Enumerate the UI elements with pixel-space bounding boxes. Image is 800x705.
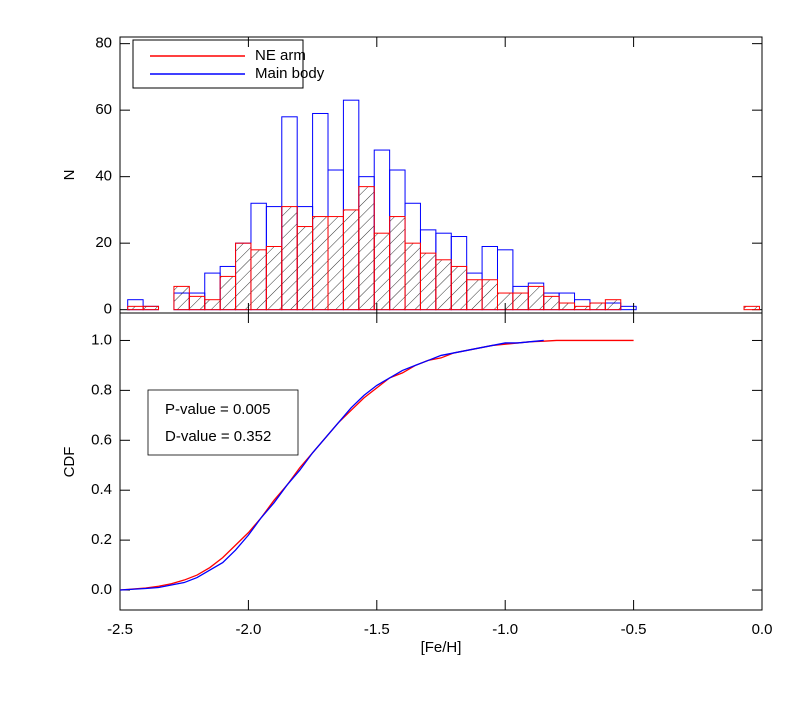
y-tick-label: 0.4 — [91, 481, 112, 498]
cdf-line — [119, 339, 634, 591]
y-tick-label: 1.0 — [91, 331, 112, 348]
x-tick-label: 0.0 — [752, 621, 773, 638]
histogram-bar — [450, 265, 468, 311]
histogram-bar — [574, 305, 591, 311]
histogram-bar — [466, 279, 483, 311]
y-tick-label: 0 — [104, 301, 112, 318]
histogram-bar — [604, 299, 622, 311]
y-tick-label: 0.0 — [91, 581, 112, 598]
histogram-bar — [419, 252, 437, 311]
x-tick-label: -1.5 — [364, 621, 390, 638]
y-tick-label: 40 — [95, 168, 112, 185]
histogram-bar — [327, 216, 344, 311]
x-tick-label: -2.0 — [235, 621, 261, 638]
y-axis-label: CDF — [61, 447, 78, 478]
histogram-bar — [358, 186, 375, 311]
y-tick-label: 0.8 — [91, 381, 112, 398]
histogram-bar — [142, 305, 160, 311]
histogram-bar — [743, 305, 760, 311]
y-tick-label: 0.2 — [91, 531, 112, 548]
y-axis-label: N — [61, 170, 78, 181]
histogram-bar — [312, 216, 329, 311]
histogram-bar — [173, 285, 190, 311]
annotation: P-value = 0.005 — [165, 401, 271, 418]
legend-label: NE arm — [255, 47, 306, 64]
bottom-frame — [119, 312, 763, 611]
legend-label: Main body — [255, 65, 325, 82]
histogram-bar — [204, 299, 221, 311]
histogram-bar — [404, 242, 421, 311]
y-tick-label: 0.6 — [91, 431, 112, 448]
legend-box — [132, 39, 304, 89]
histogram-bar — [342, 209, 360, 311]
x-axis-label: [Fe/H] — [421, 639, 462, 656]
cdf-line — [119, 339, 544, 591]
histogram-bar — [265, 245, 283, 311]
x-tick-label: -1.0 — [492, 621, 518, 638]
x-tick-label: -0.5 — [621, 621, 647, 638]
histogram-bar — [219, 275, 237, 311]
histogram-bar — [543, 295, 560, 311]
y-tick-label: 80 — [95, 35, 112, 52]
y-tick-label: 20 — [95, 234, 112, 251]
histogram-bar — [296, 226, 314, 311]
histogram-bar — [527, 285, 545, 311]
x-tick-label: -2.5 — [107, 621, 133, 638]
histogram-bar — [435, 259, 452, 311]
histogram-bar — [589, 302, 606, 311]
histogram-bar — [188, 295, 206, 311]
histogram-bar — [235, 242, 252, 311]
annotation-box — [147, 389, 299, 456]
histogram-bar — [481, 279, 498, 311]
histogram-bar — [558, 302, 576, 311]
histogram-bar — [250, 249, 267, 311]
histogram-bar — [389, 216, 406, 311]
histogram-bar — [127, 305, 144, 311]
y-tick-label: 60 — [95, 101, 112, 118]
annotation: D-value = 0.352 — [165, 428, 271, 445]
histogram-bar — [512, 292, 529, 311]
histogram-bar — [373, 232, 391, 311]
histogram-bar — [281, 206, 298, 311]
